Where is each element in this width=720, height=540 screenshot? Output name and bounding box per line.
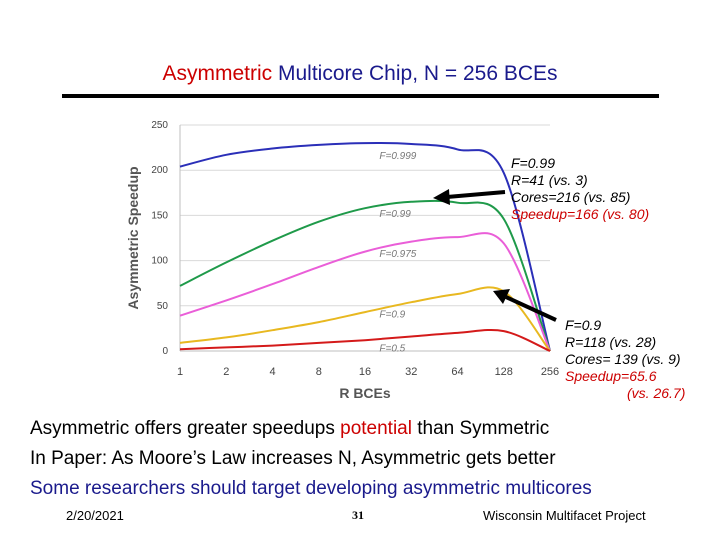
x-tick-label: 64: [451, 366, 463, 378]
x-tick-label: 2: [223, 366, 229, 378]
title-divider: [62, 94, 659, 98]
y-axis-label: Asymmetric Speedup: [125, 166, 141, 309]
annotation-f09-f: F=0.9: [565, 317, 602, 333]
annotation-f099-cores: Cores=216 (vs. 85): [511, 189, 631, 205]
footer-project: Wisconsin Multifacet Project: [483, 508, 646, 523]
series-line-0: [179, 142, 551, 352]
annotation-f09-speedup-compare: (vs. 26.7): [627, 385, 686, 401]
bullet-2: In Paper: As Moore’s Law increases N, As…: [30, 448, 556, 469]
x-tick-label: 32: [405, 366, 417, 378]
annotation-f09-cores: Cores= 139 (vs. 9): [565, 351, 681, 367]
footer-page-number: 31: [352, 508, 364, 522]
y-tick-label: 100: [151, 256, 168, 267]
bullet-3: Some researchers should target developin…: [30, 478, 592, 499]
slide-title: Asymmetric Multicore Chip, N = 256 BCEs: [0, 62, 720, 86]
series-line-3: [179, 286, 551, 352]
annotation-f09-speedup: Speedup=65.6: [565, 368, 657, 384]
chart-labels: F=0.999 F=0.99 F=0.975 F=0.9 F=0.5: [379, 151, 416, 355]
series-line-1: [179, 199, 551, 352]
series-label-1: F=0.99: [379, 209, 411, 220]
x-tick-label: 256: [541, 366, 559, 378]
series-label-4: F=0.5: [379, 344, 405, 355]
annotation-f09: F=0.9 R=118 (vs. 28) Cores= 139 (vs. 9) …: [565, 317, 685, 402]
series-line-4: [179, 328, 551, 352]
x-axis-label: R BCEs: [339, 385, 391, 401]
bullet-1: Asymmetric offers greater speedups poten…: [30, 418, 550, 439]
series-label-3: F=0.9: [379, 310, 405, 321]
x-tick-label: 1: [177, 366, 183, 378]
y-tick-label: 250: [151, 120, 168, 131]
bullet-list: Asymmetric offers greater speedups poten…: [30, 414, 592, 504]
y-tick-label: 150: [151, 210, 168, 221]
title-highlight: Asymmetric: [162, 62, 273, 85]
chart-axes: 0 50 100 150 200 250 1 2 4 8 16 32 64 128 256 R BCEs Asy…: [125, 120, 559, 401]
title-rest: Multicore Chip, N = 256 BCEs: [272, 62, 558, 85]
chart-curves: [179, 142, 551, 352]
annotation-f099-r: R=41 (vs. 3): [511, 172, 588, 188]
x-tick-label: 16: [359, 366, 371, 378]
series-label-0: F=0.999: [379, 151, 416, 162]
annotation-f099-speedup: Speedup=166 (vs. 80): [511, 206, 650, 222]
speedup-chart: 0 50 100 150 200 250 1 2 4 8 16 32 64 128 256 R BCEs Asy…: [125, 120, 559, 401]
annotation-f099: F=0.99 R=41 (vs. 3) Cores=216 (vs. 85) S…: [511, 155, 649, 223]
y-tick-label: 50: [157, 301, 169, 312]
x-tick-label: 8: [316, 366, 322, 378]
annotation-f09-r: R=118 (vs. 28): [565, 334, 657, 350]
annotation-f099-f: F=0.99: [511, 155, 555, 171]
y-tick-label: 0: [162, 346, 168, 357]
footer-date: 2/20/2021: [66, 508, 124, 523]
series-line-2: [179, 232, 551, 352]
x-tick-label: 128: [495, 366, 513, 378]
y-tick-label: 200: [151, 165, 168, 176]
x-tick-label: 4: [269, 366, 275, 378]
series-label-2: F=0.975: [379, 249, 416, 260]
